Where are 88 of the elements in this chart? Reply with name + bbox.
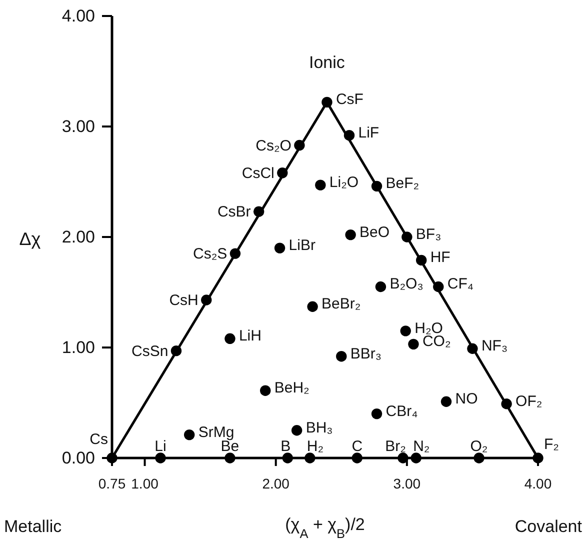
annotation: BBr₃ xyxy=(350,345,382,362)
point xyxy=(402,232,412,242)
annotation: OF₂ xyxy=(516,392,542,410)
point xyxy=(291,425,302,436)
point xyxy=(184,429,195,440)
annotation: CsSn xyxy=(132,342,168,360)
x-axis-title: (χ$_{A}$ + χ$_{B}$)/2 xyxy=(285,515,365,539)
annotation: N₂ xyxy=(413,438,430,455)
point xyxy=(201,294,212,306)
annotation: O₂ xyxy=(470,438,488,455)
point xyxy=(170,345,182,356)
point xyxy=(274,242,286,254)
point xyxy=(304,452,316,464)
x-tick-label: 0.75 xyxy=(98,476,126,492)
point xyxy=(224,333,236,344)
y-axis-title: Δχ xyxy=(19,229,42,249)
annotation: LiBr xyxy=(288,237,316,254)
point xyxy=(398,452,408,464)
annotation: BeO xyxy=(360,224,390,241)
x-tick-label: 1.00 xyxy=(131,476,159,492)
point xyxy=(345,229,356,240)
annotation: BH₃ xyxy=(306,419,333,436)
annotation: NO xyxy=(455,390,478,408)
point xyxy=(260,385,271,396)
annotation: BF₃ xyxy=(416,226,442,243)
point xyxy=(315,180,326,190)
text: Covalent xyxy=(514,517,582,536)
point xyxy=(410,452,422,464)
annotation: Li xyxy=(154,438,166,455)
annotation: B₂O₃ xyxy=(390,276,424,293)
point xyxy=(230,248,241,259)
point xyxy=(322,96,332,108)
annotation: LiF xyxy=(358,124,380,142)
y-tick-label: 1.00 xyxy=(62,338,95,357)
point xyxy=(106,452,118,464)
point xyxy=(416,254,427,266)
point xyxy=(344,130,355,141)
x-tick-label: 3.00 xyxy=(393,476,421,492)
point xyxy=(532,452,544,464)
point xyxy=(307,301,318,312)
annotation: NF₃ xyxy=(481,338,508,355)
point xyxy=(371,408,382,420)
point xyxy=(474,452,484,464)
text: Metallic xyxy=(4,517,62,536)
point xyxy=(400,326,411,336)
annotation: CsBr xyxy=(217,204,251,221)
point xyxy=(224,452,236,464)
point xyxy=(440,396,452,407)
annotation: CBr₄ xyxy=(386,402,418,420)
point xyxy=(375,281,386,292)
annotation: CsH xyxy=(169,292,198,309)
annotation: Ionic xyxy=(309,53,346,72)
point xyxy=(253,206,264,217)
point xyxy=(352,452,362,464)
annotation: Li₂O xyxy=(329,174,359,192)
annotation: BeH₂ xyxy=(274,380,310,397)
annotation: C xyxy=(352,438,363,455)
point xyxy=(408,338,419,350)
annotation: F₂ xyxy=(544,436,560,453)
y-tick-label: 2.00 xyxy=(62,227,95,246)
x-tick-label: 2.00 xyxy=(262,476,290,492)
y-tick-label: 3.00 xyxy=(62,116,95,136)
annotation: Cs₂S xyxy=(193,246,228,263)
annotation: CF₄ xyxy=(447,276,474,293)
point xyxy=(277,168,288,178)
point xyxy=(501,398,512,410)
annotation: B xyxy=(280,438,291,455)
annotation: BeBr₂ xyxy=(322,296,361,313)
point xyxy=(371,180,382,192)
point xyxy=(467,343,478,354)
y-tick-label: 0.00 xyxy=(62,448,95,468)
annotation: Cs₂O xyxy=(256,137,292,154)
annotation: BeF₂ xyxy=(386,175,420,192)
annotation: SrMg xyxy=(198,424,234,441)
x-tick-label: 4.00 xyxy=(524,476,552,492)
point xyxy=(155,452,166,464)
annotation: Cs xyxy=(90,431,108,448)
point xyxy=(433,281,444,292)
point xyxy=(282,452,293,464)
y-tick-label: 4.00 xyxy=(62,6,95,26)
annotation: LiH xyxy=(238,328,262,345)
annotation: CsF xyxy=(336,91,364,108)
annotation: Br₂ xyxy=(385,438,406,455)
point xyxy=(294,140,305,151)
point xyxy=(336,351,347,362)
annotation: CsCl xyxy=(242,164,274,182)
annotation: H₂ xyxy=(306,438,324,455)
annotation: HF xyxy=(430,249,450,266)
